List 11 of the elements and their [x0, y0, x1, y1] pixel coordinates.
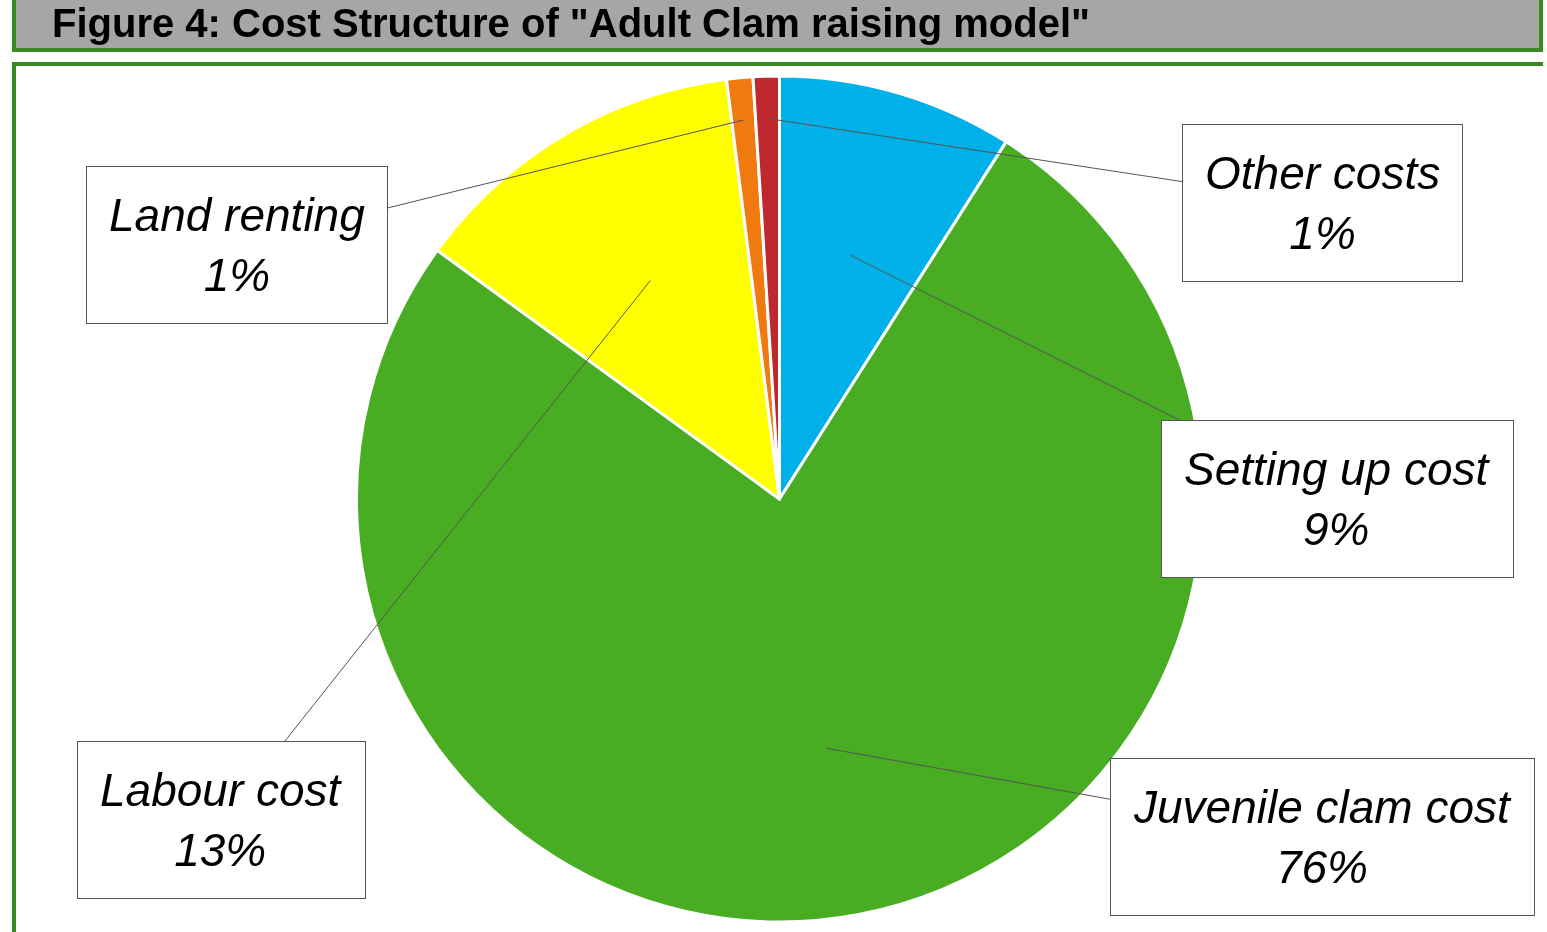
data-label: 13%: [174, 823, 267, 876]
data-label: 76%: [1275, 840, 1368, 893]
slice-label: Land renting: [109, 189, 366, 241]
data-label: 9%: [1302, 502, 1370, 555]
slice-label: Labour cost: [100, 764, 343, 816]
slice-label: Juvenile clam cost: [1133, 781, 1513, 833]
slice-label: Other costs: [1205, 147, 1441, 199]
slice-label: Setting up cost: [1184, 443, 1491, 495]
data-label: 1%: [203, 248, 271, 301]
chart-title: Figure 4: Cost Structure of "Adult Clam raising model": [12, 0, 1543, 52]
data-label: 1%: [1289, 206, 1356, 259]
